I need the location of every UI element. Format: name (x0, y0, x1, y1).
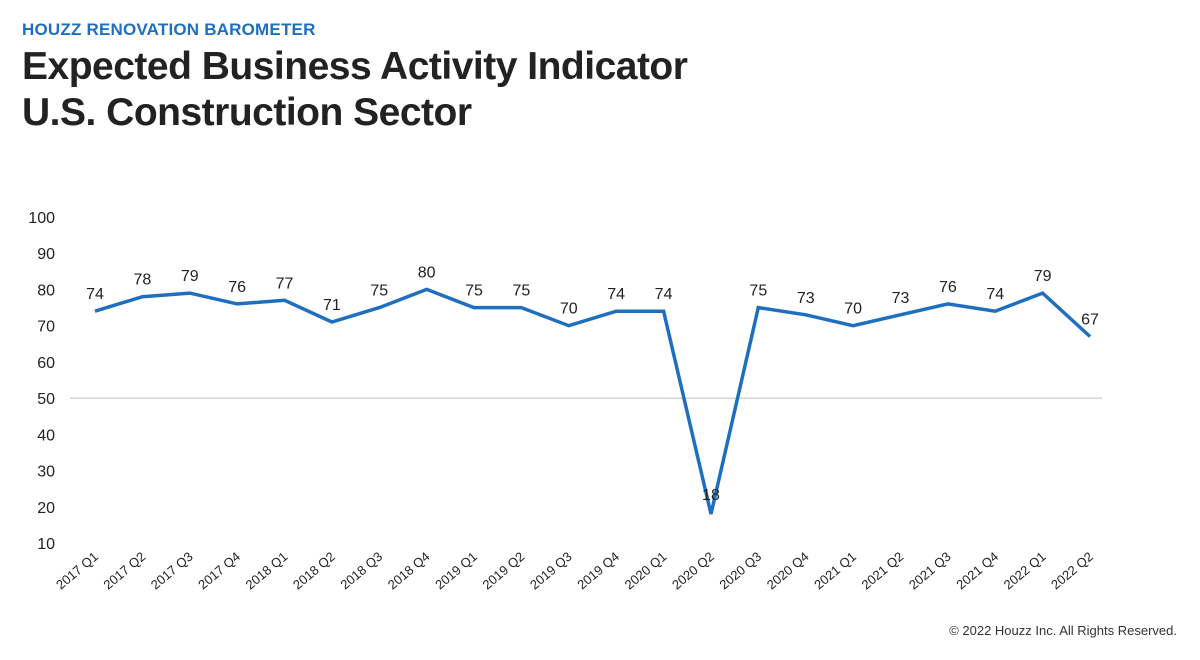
x-tick-label: 2021 Q1 (811, 549, 859, 593)
chart-title-line-1: Expected Business Activity Indicator (22, 45, 688, 88)
chart-title: Expected Business Activity Indicator U.S… (22, 44, 688, 136)
x-tick-label: 2020 Q2 (669, 549, 717, 593)
data-label: 74 (607, 286, 625, 303)
data-label: 75 (749, 283, 767, 300)
x-tick-label: 2018 Q4 (385, 549, 433, 593)
y-tick-label: 90 (37, 246, 55, 263)
x-tick-label: 2017 Q4 (195, 549, 243, 593)
x-tick-label: 2017 Q1 (53, 549, 101, 593)
copyright-notice: © 2022 Houzz Inc. All Rights Reserved. (949, 623, 1177, 638)
x-tick-label: 2021 Q2 (859, 549, 907, 593)
x-tick-label: 2021 Q4 (953, 549, 1001, 593)
y-tick-label: 50 (37, 391, 55, 408)
data-label: 75 (370, 283, 388, 300)
x-tick-label: 2018 Q2 (290, 549, 338, 593)
series-line (94, 287, 1092, 515)
x-tick-label: 2020 Q1 (622, 549, 670, 593)
x-tick-label: 2020 Q3 (716, 549, 764, 593)
x-tick-label: 2019 Q1 (432, 549, 480, 593)
data-label: 70 (560, 301, 578, 318)
data-label: 78 (133, 272, 151, 289)
y-tick-label: 60 (37, 355, 55, 372)
chart-title-line-2: U.S. Construction Sector (22, 91, 472, 134)
x-tick-label: 2019 Q4 (574, 549, 622, 593)
data-label: 74 (986, 286, 1004, 303)
data-label: 73 (797, 290, 815, 307)
x-tick-label: 2021 Q3 (906, 549, 954, 593)
data-label: 76 (939, 279, 957, 296)
x-tick-label: 2017 Q3 (148, 549, 196, 593)
data-label: 76 (228, 279, 246, 296)
x-tick-label: 2019 Q3 (527, 549, 575, 593)
data-label: 73 (892, 290, 910, 307)
data-label: 79 (181, 268, 199, 285)
data-label: 80 (418, 264, 436, 281)
y-tick-label: 20 (37, 500, 55, 517)
data-label: 77 (276, 275, 294, 292)
y-tick-label: 10 (37, 536, 55, 553)
data-label: 79 (1034, 268, 1052, 285)
y-tick-label: 30 (37, 464, 55, 481)
data-label: 74 (86, 286, 104, 303)
data-label: 74 (655, 286, 673, 303)
x-tick-label: 2018 Q1 (243, 549, 291, 593)
x-tick-label: 2022 Q2 (1048, 549, 1096, 593)
data-label: 71 (323, 297, 341, 314)
y-tick-label: 100 (28, 210, 55, 227)
data-label: 67 (1081, 312, 1099, 329)
x-tick-label: 2018 Q3 (337, 549, 385, 593)
x-tick-label: 2017 Q2 (100, 549, 148, 593)
y-tick-label: 70 (37, 319, 55, 336)
y-tick-label: 40 (37, 427, 55, 444)
x-tick-label: 2020 Q4 (764, 549, 812, 593)
data-label: 18 (702, 487, 720, 504)
data-label: 75 (465, 283, 483, 300)
chart-kicker: HOUZZ RENOVATION BAROMETER (22, 20, 316, 39)
y-tick-label: 80 (37, 282, 55, 299)
x-tick-label: 2019 Q2 (480, 549, 528, 593)
x-tick-label: 2022 Q1 (1001, 549, 1049, 593)
data-label: 70 (844, 301, 862, 318)
data-label: 75 (513, 283, 531, 300)
